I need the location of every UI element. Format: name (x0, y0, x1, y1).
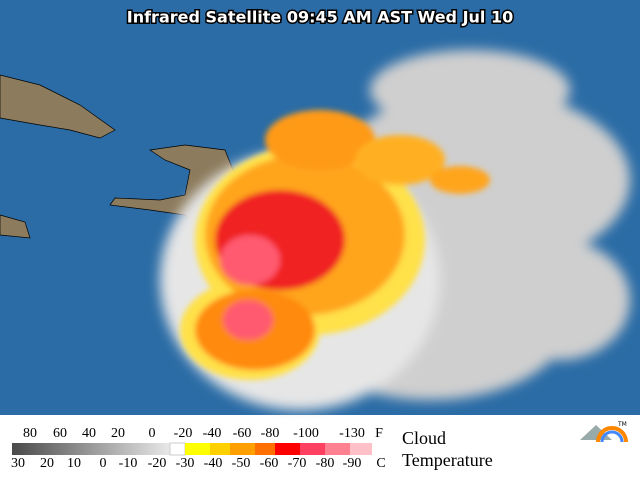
celsius-label: -50 (232, 456, 251, 471)
title: Infrared Satellite 09:45 AM AST Wed Jul … (127, 8, 513, 27)
celsius-label: -40 (204, 456, 223, 471)
fahrenheit-label: 80 (23, 426, 37, 441)
color-scale (169, 442, 372, 456)
trademark: TM (617, 421, 627, 428)
color-scale-gray (12, 443, 170, 455)
fahrenheit-label: -100 (293, 426, 319, 441)
celsius-label: -90 (343, 456, 362, 471)
celsius-unit: C (376, 456, 385, 471)
legend-caption: Temperature (402, 450, 493, 470)
celsius-label: -80 (316, 456, 335, 471)
fahrenheit-label: 0 (149, 426, 156, 441)
fahrenheit-unit: F (375, 426, 383, 441)
celsius-label: -10 (119, 456, 138, 471)
celsius-label: -30 (176, 456, 195, 471)
celsius-label: -20 (148, 456, 167, 471)
fahrenheit-label: -80 (261, 426, 280, 441)
fahrenheit-label: -20 (174, 426, 193, 441)
clouds (160, 50, 630, 410)
fahrenheit-label: 20 (111, 426, 125, 441)
fahrenheit-label: 60 (53, 426, 67, 441)
celsius-label: 0 (100, 456, 107, 471)
legend: 80 60 40 20 0 -20 -40 -60 -80 -100 -130 F 30 20 10 0 -10… (11, 421, 628, 471)
legend-caption: Cloud (402, 428, 446, 448)
fahrenheit-label: 40 (82, 426, 96, 441)
celsius-label: 30 (11, 456, 25, 471)
fahrenheit-label: -130 (339, 426, 365, 441)
celsius-label: -60 (260, 456, 279, 471)
fahrenheit-label: -60 (233, 426, 252, 441)
celsius-label: 20 (40, 456, 54, 471)
fahrenheit-label: -40 (203, 426, 222, 441)
celsius-label: -70 (288, 456, 307, 471)
logo: TM (580, 421, 628, 443)
celsius-label: 10 (67, 456, 81, 471)
